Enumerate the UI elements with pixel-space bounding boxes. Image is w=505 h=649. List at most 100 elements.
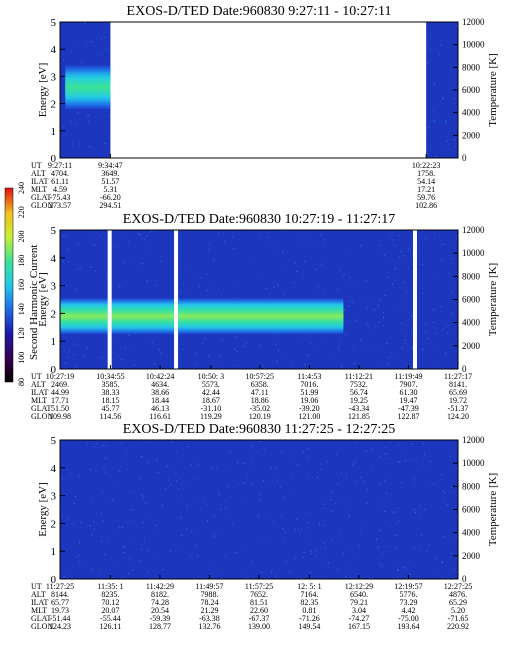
heatmap-cell	[186, 505, 188, 507]
heatmap-cell	[365, 450, 367, 452]
heatmap-cell	[126, 449, 128, 451]
heatmap-cell	[119, 471, 121, 473]
heatmap-cell	[128, 557, 130, 559]
heatmap-cell	[246, 547, 248, 549]
heatmap-cell	[456, 468, 458, 470]
heatmap-cell	[307, 521, 309, 523]
table-cell: -63.38	[199, 614, 220, 623]
table-cell: -71.26	[299, 614, 320, 623]
y-tick-label: 0	[51, 153, 57, 165]
heatmap-cell	[409, 249, 411, 251]
heatmap-cell	[379, 529, 381, 531]
heatmap-cell	[297, 243, 299, 245]
orbit-table: UT 11:27:25 11:35: 1 11:42:29 11:49:57 11:57:…	[31, 582, 472, 631]
heatmap-cell	[449, 538, 451, 540]
heatmap-cell	[425, 237, 427, 239]
heatmap-cell	[434, 120, 436, 122]
y-tick-label: 1	[51, 336, 57, 348]
y-tick-label: 4	[51, 253, 57, 265]
table-cell: 61.30	[399, 388, 417, 397]
heatmap-cell	[438, 272, 440, 274]
heatmap-cell	[344, 334, 346, 336]
heatmap-cell	[405, 325, 407, 327]
heatmap-cell	[142, 263, 144, 265]
heatmap-cell	[208, 249, 210, 251]
heatmap-cell	[452, 312, 454, 314]
heatmap-cell	[319, 525, 321, 527]
heatmap-cell	[62, 235, 64, 237]
heatmap-cell	[60, 346, 62, 348]
heatmap-cell	[100, 38, 102, 40]
heatmap-cell	[379, 253, 381, 255]
heatmap-cell	[318, 522, 320, 524]
heatmap-cell	[147, 571, 149, 573]
heatmap-cell	[178, 335, 180, 337]
heatmap-cell	[63, 77, 65, 79]
heatmap-cell	[371, 448, 373, 450]
heatmap-cell	[259, 500, 261, 502]
table-cell: 11:12:21	[345, 372, 373, 381]
heatmap-cell	[279, 487, 281, 489]
heatmap-cell	[370, 346, 372, 348]
heatmap-cell	[423, 458, 425, 460]
y2-tick-label: 6000	[462, 295, 481, 305]
table-cell: 116.61	[149, 412, 171, 421]
heatmap-cell	[181, 483, 183, 485]
heatmap-cell	[366, 502, 368, 504]
heatmap-cell	[175, 472, 177, 474]
heatmap-cell	[359, 533, 361, 535]
heatmap-cell	[63, 576, 65, 578]
heatmap-cell	[62, 126, 64, 128]
heatmap-cell	[93, 243, 95, 245]
heatmap-cell	[404, 339, 406, 341]
row-label-glon: GLON	[31, 622, 53, 631]
table-cell: 7532.	[350, 380, 368, 389]
table-cell: 17.71	[51, 396, 69, 405]
heatmap-cell	[355, 447, 357, 449]
table-cell: -43.34	[349, 404, 370, 413]
heatmap-cell	[80, 269, 82, 271]
heatmap-cell	[103, 553, 105, 555]
heatmap-cell	[296, 231, 298, 233]
colorbar-gradient	[4, 187, 14, 383]
heatmap-cell	[71, 522, 73, 524]
heatmap-cell	[127, 240, 129, 242]
heatmap-cell	[411, 443, 413, 445]
heatmap-cell	[80, 267, 82, 269]
table-cell: 4.59	[53, 185, 67, 194]
heatmap-cell	[289, 494, 291, 496]
heatmap-cell	[175, 498, 177, 500]
heatmap-cell	[283, 537, 285, 539]
heatmap-cell	[425, 323, 427, 325]
row-label-glon: GLON	[31, 412, 53, 421]
heatmap-cell	[207, 504, 209, 506]
heatmap-cell	[132, 569, 134, 571]
heatmap-cell	[349, 277, 351, 279]
heatmap-cell	[306, 239, 308, 241]
heatmap-cell	[100, 512, 102, 514]
heatmap-cell	[320, 463, 322, 465]
table-cell: 11:27:17	[444, 372, 472, 381]
row-label-alt: ALT	[31, 169, 46, 178]
heatmap-cell	[103, 445, 105, 447]
heatmap-cell	[89, 40, 91, 42]
heatmap-cell	[80, 521, 82, 523]
heatmap-cell	[310, 342, 312, 344]
heatmap-cell	[355, 319, 357, 321]
heatmap-cell	[242, 500, 244, 502]
table-cell: 12:27:25	[444, 582, 472, 591]
heatmap-cell	[441, 561, 443, 563]
heatmap-cell	[141, 494, 143, 496]
heatmap-cell	[180, 517, 182, 519]
y2-tick-label: 4000	[462, 528, 481, 538]
heatmap-cell	[323, 542, 325, 544]
heatmap-cell	[305, 513, 307, 515]
heatmap-cell	[397, 568, 399, 570]
heatmap-cell	[251, 459, 253, 461]
y-axis-label: Energy [eV]	[37, 482, 49, 536]
heatmap-cell	[381, 565, 383, 567]
heatmap-cell	[436, 156, 438, 158]
table-cell: 70.12	[101, 598, 119, 607]
heatmap-cell	[398, 507, 400, 509]
heatmap-cell	[427, 479, 429, 481]
